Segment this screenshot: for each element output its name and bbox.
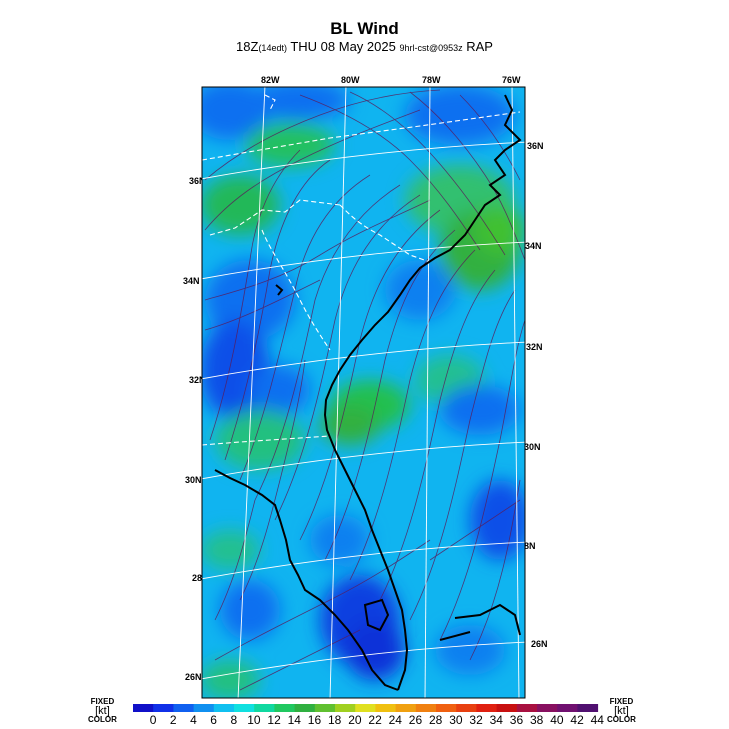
colorbar-tick-label: 20 — [348, 713, 362, 727]
colorbar-tick-label: 26 — [408, 713, 423, 727]
colorbar-tick-label: 30 — [449, 713, 463, 727]
colorbar-swatch — [133, 704, 154, 712]
lat-label-left-30n: 30N — [185, 475, 202, 485]
colorbar-swatch — [395, 704, 417, 712]
colorbar-swatch — [436, 704, 457, 712]
colorbar-tick-label: 6 — [210, 713, 217, 727]
wind-speed-shading — [202, 87, 525, 698]
local-time: (14edt) — [258, 43, 287, 53]
lat-label-right-36n: 36N — [527, 141, 544, 151]
colorbar-swatch — [516, 704, 538, 712]
lat-label-left-36n: 36N — [189, 176, 206, 186]
colorbar-left-unit: [kt] — [95, 705, 110, 717]
map-subtitle: 18Z(14edt) THU 08 May 2025 9hrl-cst@0953… — [0, 39, 729, 54]
colorbar-tick-label: 8 — [230, 713, 238, 727]
colorbar-swatch — [355, 704, 376, 712]
valid-time: 18Z — [236, 39, 259, 54]
lat-label-right-32n: 32N — [526, 342, 543, 352]
colorbar-left-label: FIXED [kt] COLOR — [88, 698, 117, 724]
colorbar-swatch — [193, 704, 215, 712]
colorbar-tick-label: 22 — [368, 713, 382, 727]
colorbar-tick-label: 0 — [149, 713, 157, 727]
state-borders — [202, 94, 521, 446]
lat-label-right-34n: 34N — [525, 241, 542, 251]
lat-label-left-26n: 26N — [185, 672, 202, 682]
colorbar-swatch — [213, 704, 235, 712]
colorbar-right-fixed: FIXED — [609, 697, 634, 706]
colorbar-swatch — [234, 704, 255, 712]
colorbar-tick-label: 4 — [190, 713, 197, 727]
colorbar-tick-label: 24 — [388, 713, 402, 727]
colorbar-tick-label: 10 — [247, 713, 261, 727]
colorbar-tick-label: 12 — [267, 713, 281, 727]
map-frame — [201, 86, 526, 699]
colorbar-left-color: COLOR — [88, 715, 117, 724]
colorbar-swatch — [375, 704, 397, 712]
colorbar-swatch — [415, 704, 437, 712]
colorbar-tick-label: 40 — [550, 713, 564, 727]
lat-label-right-26n: 26N — [531, 639, 548, 649]
map-title: BL Wind — [330, 19, 399, 38]
colorbar-tick-label: 2 — [169, 713, 177, 727]
lat-lon-grid — [202, 87, 525, 698]
colorbar-swatch — [335, 704, 356, 712]
colorbar-right-label: FIXED [kt] COLOR — [607, 698, 636, 724]
lon-label-78w: 78W — [422, 75, 441, 85]
model-name: RAP — [462, 39, 493, 54]
map-field — [202, 87, 525, 698]
colorbar-right-color: COLOR — [607, 715, 636, 724]
lat-label-right-28n: 28N — [519, 541, 536, 551]
lon-label-76w: 76W — [502, 75, 521, 85]
lon-label-82w: 82W — [261, 75, 280, 85]
lon-label-80w: 80W — [341, 75, 360, 85]
colorbar-swatch — [557, 704, 578, 712]
lat-label-left-28n: 28N — [192, 573, 209, 583]
coastline — [214, 94, 522, 691]
colorbar-swatch — [254, 704, 275, 712]
colorbar-tick-label: 28 — [429, 713, 443, 727]
lat-label-left-32n: 32N — [189, 375, 206, 385]
lat-label-right-30n: 30N — [524, 442, 541, 452]
colorbar-tick-label: 42 — [570, 713, 584, 727]
colorbar-tick-label: 36 — [509, 713, 524, 727]
colorbar-swatch — [577, 704, 599, 712]
colorbar-tick-label: 32 — [469, 713, 483, 727]
colorbar-tick-label: 14 — [287, 713, 301, 727]
colorbar-tick-label: 16 — [307, 713, 322, 727]
colorbar-swatch — [456, 704, 477, 712]
colorbar-tick-label: 18 — [328, 713, 342, 727]
forecast-info: 9hrl-cst@0953z — [399, 43, 463, 53]
colorbar-right-unit: [kt] — [614, 705, 629, 717]
colorbar-tick-label: 44 — [590, 713, 604, 727]
colorbar-swatch — [274, 704, 296, 712]
colorbar-tick-label: 38 — [530, 713, 544, 727]
colorbar-swatch — [537, 704, 558, 712]
valid-date: THU 08 May 2025 — [286, 39, 400, 54]
colorbar-left-fixed: FIXED — [90, 697, 115, 706]
lat-label-left-34n: 34N — [183, 276, 200, 286]
colorbar-swatch — [153, 704, 174, 712]
colorbar — [133, 704, 599, 712]
colorbar-swatch — [294, 704, 316, 712]
colorbar-swatch — [476, 704, 498, 712]
colorbar-swatch — [173, 704, 195, 712]
colorbar-swatch — [314, 704, 336, 712]
colorbar-tick-label: 34 — [489, 713, 503, 727]
colorbar-swatch — [496, 704, 518, 712]
